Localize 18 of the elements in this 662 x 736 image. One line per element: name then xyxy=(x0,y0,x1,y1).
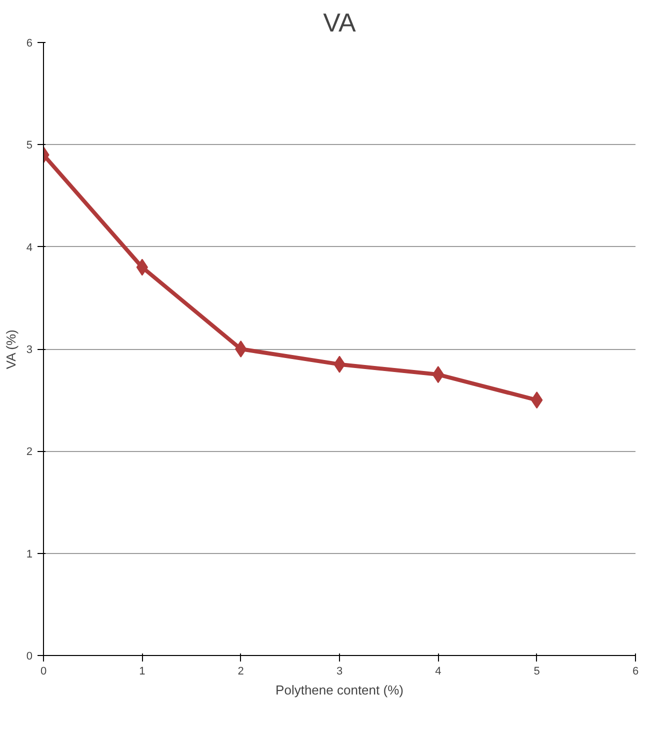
x-tick-label: 2 xyxy=(238,666,244,678)
y-tick-label: 6 xyxy=(26,38,33,50)
y-tick-label: 4 xyxy=(26,242,33,254)
point xyxy=(235,340,247,358)
x-tick-label: 5 xyxy=(534,666,540,678)
x-tick-label: 4 xyxy=(435,666,442,678)
y-tick-label: 2 xyxy=(26,446,33,458)
y-tick-label: 3 xyxy=(26,344,33,356)
y-tick-label: 1 xyxy=(26,548,33,560)
y-tick-label: 0 xyxy=(26,650,33,662)
x-tick-label: 6 xyxy=(632,666,639,678)
y-tick-label: 5 xyxy=(26,140,33,152)
x-tick-label: 3 xyxy=(336,666,343,678)
x-axis-title: Polythene content (%) xyxy=(276,682,404,698)
x-tick-label: 0 xyxy=(40,666,47,678)
x-tick-label: 1 xyxy=(139,666,146,678)
y-axis-title: VA (%) xyxy=(3,330,18,370)
chart-title: VA xyxy=(323,8,357,38)
